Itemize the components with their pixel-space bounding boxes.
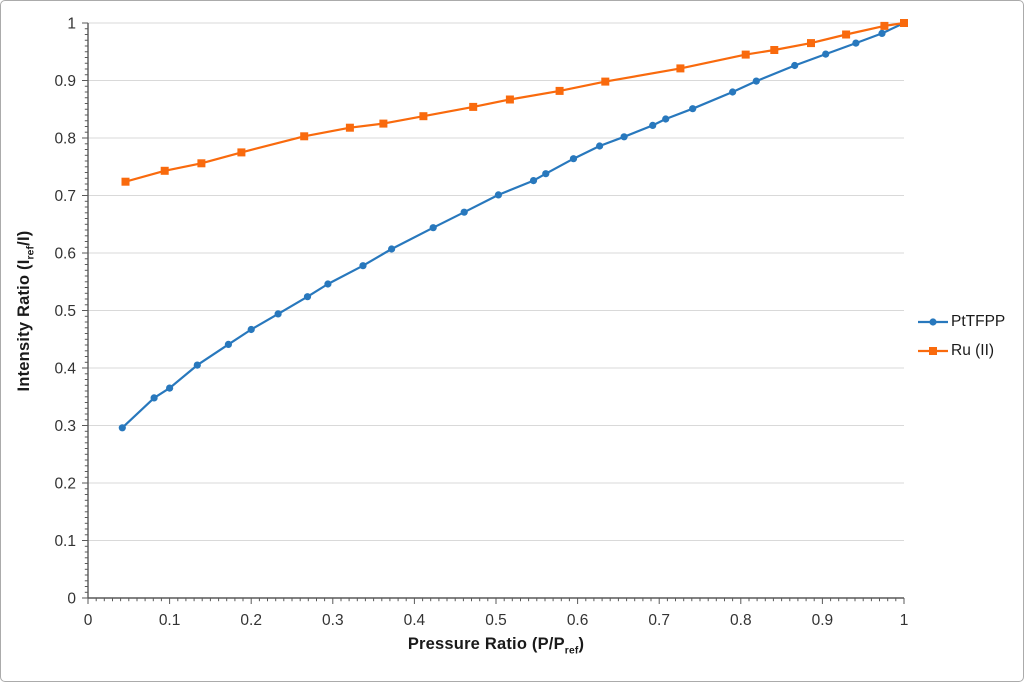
svg-text:0.6: 0.6: [54, 246, 76, 263]
svg-text:0.1: 0.1: [54, 533, 76, 550]
x-axis-title-subscript: ref: [564, 645, 579, 657]
pttfpp-line-marker-icon: [918, 318, 948, 326]
svg-text:0.7: 0.7: [648, 612, 670, 629]
svg-text:0.2: 0.2: [54, 476, 76, 493]
y-axis-title: Intensity Ratio (Iref/I): [15, 161, 39, 461]
legend-item-ru-ii: Ru (II): [917, 342, 1005, 360]
y-axis-title-text: Intensity Ratio (I: [15, 259, 33, 392]
svg-text:0.2: 0.2: [240, 612, 262, 629]
series-ru-ii: [121, 19, 908, 186]
svg-text:0.4: 0.4: [404, 612, 426, 629]
svg-text:0.5: 0.5: [54, 303, 76, 320]
legend-label-pttfpp: PtTFPP: [951, 313, 1006, 330]
x-axis-title: Pressure Ratio (P/Pref): [88, 635, 904, 656]
svg-text:0.5: 0.5: [485, 612, 507, 629]
svg-text:0.1: 0.1: [159, 612, 181, 629]
ru-ii-line-marker-icon: [918, 347, 948, 355]
svg-text:1: 1: [67, 16, 76, 33]
svg-text:0.7: 0.7: [54, 188, 76, 205]
y-axis-title-subscript: ref: [25, 245, 37, 260]
x-axis-title-suffix: ): [578, 635, 585, 653]
svg-text:1: 1: [900, 612, 909, 629]
svg-text:0: 0: [84, 612, 93, 629]
svg-text:0.8: 0.8: [730, 612, 752, 629]
svg-text:0: 0: [67, 591, 76, 608]
svg-text:0.6: 0.6: [567, 612, 589, 629]
svg-text:0.9: 0.9: [54, 73, 76, 90]
y-axis-title-suffix: /I): [15, 230, 33, 246]
x-axis-title-text: Pressure Ratio (P/P: [407, 635, 565, 653]
legend-item-pttfpp: PtTFPP: [917, 313, 1005, 331]
svg-text:0.3: 0.3: [54, 418, 76, 435]
svg-text:0.4: 0.4: [54, 361, 76, 378]
series-pttfpp: [118, 19, 908, 432]
legend: PtTFPP Ru (II): [917, 313, 1005, 360]
svg-text:0.9: 0.9: [812, 612, 834, 629]
legend-label-ru-ii: Ru (II): [951, 342, 995, 359]
svg-text:0.3: 0.3: [322, 612, 344, 629]
axis-ticks: [82, 22, 905, 604]
tick-labels: 0 0.1 0.2 0.3 0.4 0.5 0.6 0.7 0.8 0.9 1 0 0.1 0.2 0.3 0…: [54, 16, 908, 630]
svg-text:0.8: 0.8: [54, 131, 76, 148]
